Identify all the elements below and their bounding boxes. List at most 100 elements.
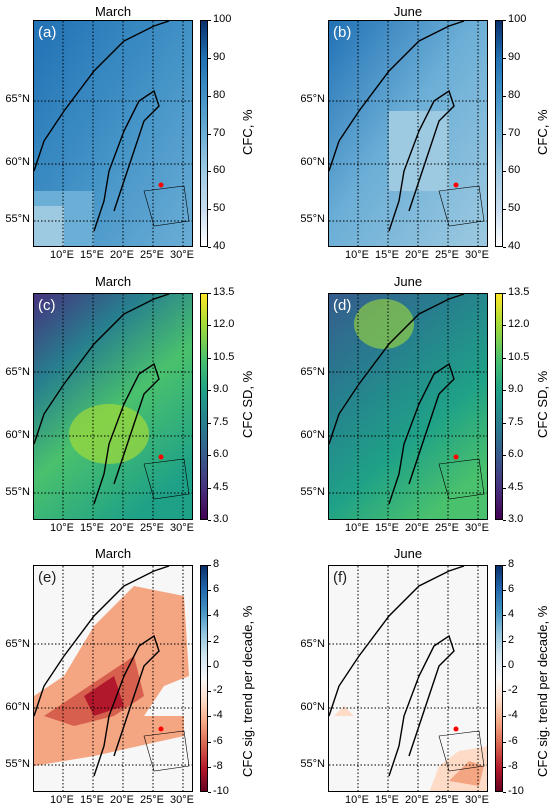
colorbar-tick-mark <box>503 455 506 457</box>
lon-label: 20°E <box>110 522 134 534</box>
lat-label: 60°N <box>300 701 325 713</box>
colorbar-label: CFC sig. trend per decade, % <box>240 605 255 777</box>
colorbar-tick-label: 7.5 <box>213 415 229 428</box>
panel-title: March <box>94 274 132 289</box>
colorbar-tick-label: 3.0 <box>213 513 229 525</box>
lat-label: 65°N <box>5 366 30 378</box>
colorbar-tick-label: 70 <box>508 126 521 139</box>
lat-label: 60°N <box>300 156 325 168</box>
colorbar-label: CFC SD, % <box>240 370 255 438</box>
colorbar-tick-mark <box>503 325 506 327</box>
colorbar-tick-mark <box>503 357 506 359</box>
colorbar-tick-label: 6 <box>213 583 220 596</box>
colorbar-label: CFC, % <box>240 109 255 155</box>
colorbar-tick-mark <box>503 590 506 592</box>
colorbar-tick-mark <box>208 209 211 211</box>
lon-label: 20°E <box>405 249 429 261</box>
lat-label: 60°N <box>5 429 30 441</box>
colorbar-tick-mark <box>208 520 211 521</box>
colorbar-tick-mark <box>503 691 506 693</box>
lat-label: 60°N <box>5 156 30 168</box>
panel-title: June <box>393 546 423 561</box>
colorbar-tick-label: 90 <box>508 50 521 63</box>
colorbar-tick-label: 6 <box>508 583 515 596</box>
lat-label: 65°N <box>300 93 325 105</box>
colorbar-tick-label: -6 <box>213 734 223 747</box>
colorbar-tick-mark <box>208 293 211 294</box>
lon-label: 20°E <box>405 794 429 806</box>
colorbar-tick-mark <box>208 615 211 617</box>
lon-label: 10°E <box>345 794 369 806</box>
lat-label: 55°N <box>5 213 30 225</box>
lat-label: 65°N <box>300 638 325 650</box>
panel-title: March <box>94 546 132 561</box>
colorbar-tick-mark <box>503 209 506 211</box>
colorbar-tick-mark <box>503 422 506 424</box>
colorbar-tick-label: 90 <box>213 50 226 63</box>
panel-tag: (b) <box>333 24 352 41</box>
colorbar-tick-label: -4 <box>213 709 223 722</box>
colorbar-tick-label: 70 <box>213 126 226 139</box>
lat-label: 55°N <box>5 486 30 498</box>
colorbar-tick-mark <box>208 665 211 667</box>
colorbar-tick-mark <box>208 716 211 718</box>
panel-title: March <box>94 4 132 19</box>
panel-title: June <box>393 274 423 289</box>
colorbar-tick-mark <box>503 640 506 642</box>
lat-label: 60°N <box>5 701 30 713</box>
lon-label: 30°E <box>465 794 489 806</box>
map-graphic <box>34 566 192 791</box>
panel-tag: (e) <box>38 569 57 586</box>
colorbar-tick-mark <box>503 390 506 392</box>
colorbar-tick-label: 100 <box>508 13 527 25</box>
panel-tag: (f) <box>333 569 348 586</box>
colorbar-tick-label: 60 <box>508 164 521 177</box>
panel-tag: (c) <box>38 297 56 314</box>
lon-label: 10°E <box>345 249 369 261</box>
colorbar-tick-label: -4 <box>508 709 518 722</box>
colorbar-tick-label: -6 <box>508 734 518 747</box>
colorbar-trend <box>495 565 503 792</box>
colorbar-tick-label: 8 <box>508 558 515 570</box>
lon-label: 20°E <box>110 249 134 261</box>
colorbar-tick-label: -2 <box>213 684 223 697</box>
map-graphic <box>329 294 487 519</box>
map-trend-march: (e) <box>33 565 193 792</box>
colorbar-tick-label: 60 <box>213 164 226 177</box>
colorbar-tick-mark <box>208 792 211 793</box>
colorbar-tick-label: 10.5 <box>508 350 530 363</box>
colorbar-tick-mark <box>208 247 211 248</box>
map-cfc-march: (a) <box>33 20 193 247</box>
map-graphic <box>34 294 192 519</box>
lat-label: 65°N <box>5 93 30 105</box>
colorbar-tick-label: 50 <box>508 202 521 215</box>
colorbar-tick-mark <box>503 95 506 97</box>
colorbar-tick-mark <box>208 455 211 457</box>
colorbar-tick-mark <box>208 741 211 743</box>
colorbar-tick-mark <box>503 665 506 667</box>
lon-label: 25°E <box>140 794 164 806</box>
colorbar-tick-label: -8 <box>213 759 223 772</box>
colorbar-tick-label: 100 <box>213 13 232 25</box>
colorbar-tick-mark <box>208 57 211 59</box>
colorbar-tick-label: 4.5 <box>508 480 524 493</box>
colorbar-tick-mark <box>503 792 506 793</box>
colorbar-tick-mark <box>503 716 506 718</box>
colorbar-tick-label: 6.0 <box>213 448 229 461</box>
colorbar-tick-label: -8 <box>508 759 518 772</box>
colorbar-tick-label: -2 <box>508 684 518 697</box>
colorbar-tick-label: 80 <box>508 88 521 101</box>
colorbar-label: CFC, % <box>535 109 550 155</box>
lon-label: 30°E <box>465 249 489 261</box>
colorbar-tick-mark <box>503 171 506 173</box>
lon-label: 30°E <box>170 794 194 806</box>
lon-label: 20°E <box>405 522 429 534</box>
lon-label: 25°E <box>435 522 459 534</box>
lon-label: 10°E <box>50 794 74 806</box>
map-sd-march: (c) <box>33 293 193 520</box>
lon-label: 15°E <box>80 249 104 261</box>
map-sd-june: (d) <box>328 293 488 520</box>
lon-label: 30°E <box>170 522 194 534</box>
colorbar-cfc <box>200 20 208 247</box>
lon-label: 25°E <box>435 794 459 806</box>
